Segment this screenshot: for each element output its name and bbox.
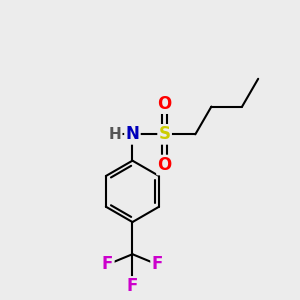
Text: S: S <box>159 125 171 143</box>
Text: O: O <box>158 94 172 112</box>
Text: H: H <box>109 127 121 142</box>
Text: O: O <box>158 156 172 174</box>
Text: F: F <box>152 256 163 274</box>
Text: F: F <box>102 256 113 274</box>
Text: N: N <box>125 125 140 143</box>
Text: F: F <box>127 278 138 296</box>
